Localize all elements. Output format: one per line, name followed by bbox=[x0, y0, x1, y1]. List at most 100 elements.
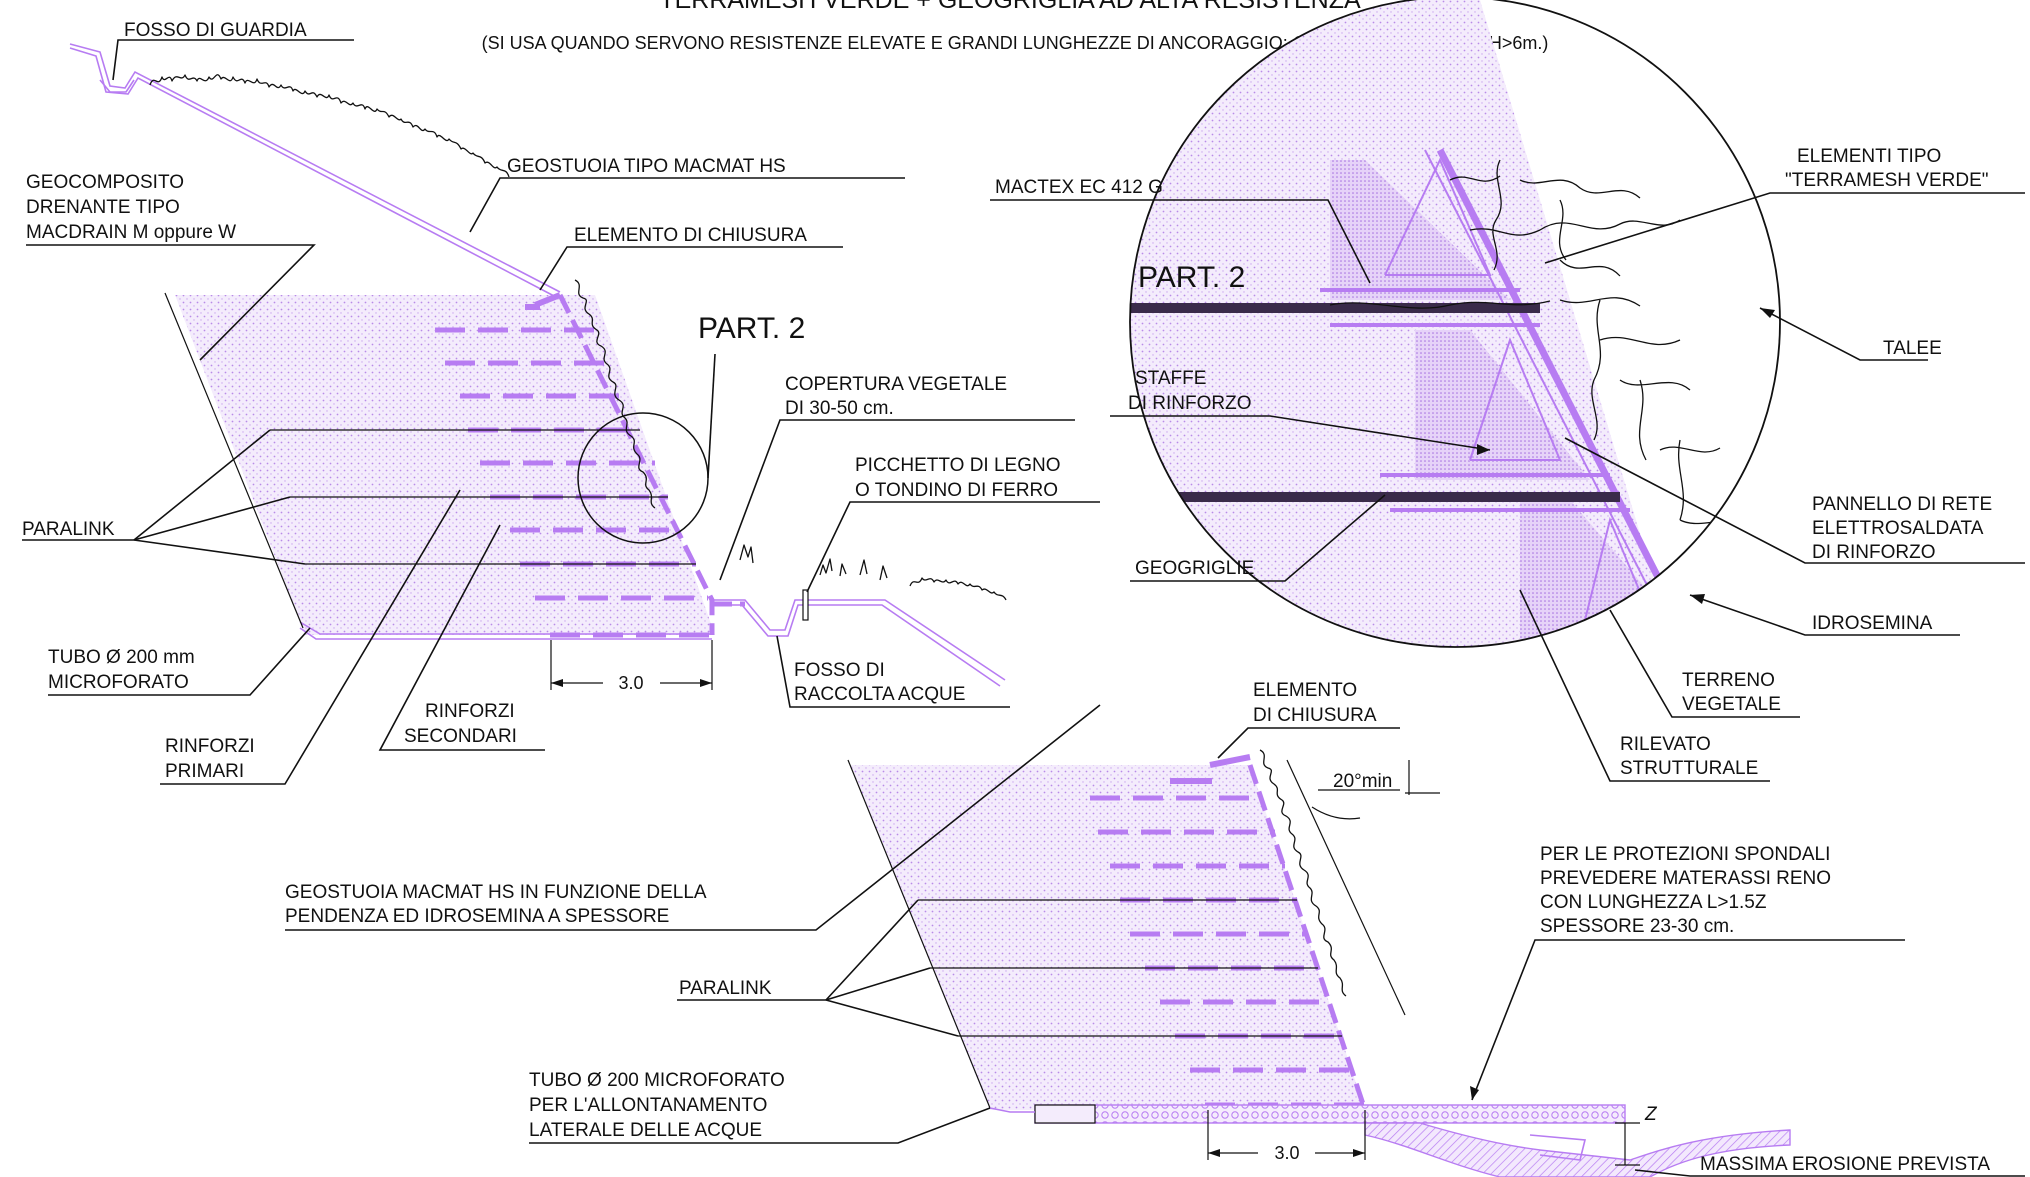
upper-toe-ground bbox=[712, 599, 1006, 681]
upper-top-slope bbox=[69, 43, 561, 293]
detail-circle-outline bbox=[1129, 0, 1781, 648]
label-tubo-upper-2: MICROFORATO bbox=[48, 672, 189, 693]
leader-rinforzi-secondari bbox=[378, 524, 545, 751]
label-geostuoia-lower-1: GEOSTUOIA MACMAT HS IN FUNZIONE DELLA bbox=[285, 882, 707, 903]
label-protezioni-2: PREVEDERE MATERASSI RENO bbox=[1540, 868, 1831, 889]
leader-terreno bbox=[1609, 609, 1800, 718]
upper-section: 3.0 FOSSO DI GUARDIA GEOSTUOIA TIPO MACM… bbox=[22, 20, 1100, 785]
label-protezioni-4: SPESSORE 23-30 cm. bbox=[1540, 916, 1734, 937]
upper-back-line bbox=[164, 292, 304, 629]
leader-picchetto bbox=[806, 501, 1100, 593]
detail-geogrid-bottom bbox=[1130, 492, 1620, 502]
label-copertura-2: DI 30-50 cm. bbox=[785, 398, 894, 419]
label-staffe-2: DI RINFORZO bbox=[1128, 393, 1252, 414]
part2-leader bbox=[707, 353, 716, 479]
leader-mactex bbox=[990, 199, 1371, 284]
label-angle: 20°min bbox=[1333, 771, 1392, 792]
label-protezioni-1: PER LE PROTEZIONI SPONDALI bbox=[1540, 844, 1830, 865]
label-geogriglie: GEOGRIGLIE bbox=[1135, 558, 1254, 579]
detail-stirrup-top bbox=[1384, 157, 1492, 276]
label-geocomposito-2: DRENANTE TIPO bbox=[26, 197, 180, 218]
label-terreno-1: TERRENO bbox=[1682, 670, 1775, 691]
leader-geocomposito bbox=[26, 244, 316, 361]
label-tubo-upper-1: TUBO Ø 200 mm bbox=[48, 647, 195, 668]
label-elementi-tipo-2: "TERRAMESH VERDE" bbox=[1785, 170, 1989, 191]
staffe-arrow bbox=[1477, 444, 1490, 455]
label-paralink-upper: PARALINK bbox=[22, 519, 115, 540]
label-pannello-2: ELETTROSALDATA bbox=[1812, 518, 1984, 539]
label-geostuoia-upper: GEOSTUOIA TIPO MACMAT HS bbox=[507, 156, 786, 177]
label-picchetto-2: O TONDINO DI FERRO bbox=[855, 480, 1058, 501]
leader-tubo-lower bbox=[529, 1107, 991, 1144]
detail-facing-inner bbox=[1424, 149, 1676, 641]
leader-fosso-raccolta bbox=[776, 635, 1010, 708]
leader-paralink-lower-a bbox=[825, 899, 919, 1001]
leader-pannello bbox=[1564, 437, 2025, 564]
detail-facing-mesh bbox=[1436, 148, 1694, 642]
label-talee: TALEE bbox=[1883, 338, 1942, 359]
label-elemento-chiusura-lower-1: ELEMENTO bbox=[1253, 680, 1357, 701]
label-terreno-2: VEGETALE bbox=[1682, 694, 1781, 715]
leader-talee bbox=[1759, 307, 1928, 361]
leader-geostuoia-lower bbox=[285, 704, 1101, 931]
lower-drain-composite bbox=[989, 1107, 1035, 1113]
fosso-guardia-channel bbox=[99, 79, 135, 93]
lower-section: 20°min 3.0 Z ELEMENTO DI CHIUSURA GEOSTU… bbox=[285, 680, 2025, 1177]
leader-erosione bbox=[1634, 1169, 2025, 1177]
leader-tubo-upper bbox=[48, 627, 311, 696]
leader-paralink-b bbox=[133, 496, 291, 541]
idrosemina-arrow bbox=[1690, 594, 1705, 604]
reno-mattress bbox=[1034, 1104, 1626, 1124]
lower-closing-element bbox=[1209, 754, 1251, 768]
leader-idrosemina bbox=[1689, 594, 1960, 636]
lower-dim-arrow-left bbox=[1208, 1149, 1220, 1157]
upper-drain-composite bbox=[299, 621, 712, 635]
leader-protezioni bbox=[1471, 939, 1905, 1101]
label-fosso-raccolta-2: RACCOLTA ACQUE bbox=[794, 684, 965, 705]
detail-unit-top bbox=[1330, 160, 1510, 300]
lower-facing-vegetation bbox=[1259, 749, 1347, 997]
leader-geostuoia-upper bbox=[469, 177, 905, 233]
toe-grass bbox=[739, 544, 754, 564]
leader-rilevato bbox=[1519, 589, 1770, 782]
talee-arrow bbox=[1760, 308, 1775, 318]
label-tubo-lower-1: TUBO Ø 200 MICROFORATO bbox=[529, 1070, 785, 1091]
label-erosione: MASSIMA EROSIONE PREVISTA bbox=[1700, 1154, 1990, 1175]
protezioni-arrow bbox=[1470, 1086, 1479, 1100]
label-part2-upper: PART. 2 bbox=[698, 312, 805, 345]
label-geocomposito-1: GEOCOMPOSITO bbox=[26, 172, 184, 193]
leader-staffe bbox=[1110, 415, 1491, 451]
detail-geogrid-top bbox=[1130, 303, 1540, 313]
leader-copertura bbox=[719, 419, 1075, 581]
label-elemento-chiusura: ELEMENTO DI CHIUSURA bbox=[574, 225, 807, 246]
label-rinforzi-primari-2: PRIMARI bbox=[165, 761, 244, 782]
lower-fill-body bbox=[850, 765, 1365, 1110]
leader-elementi-tipo bbox=[1544, 192, 2025, 264]
upper-facing-vegetation bbox=[574, 279, 656, 509]
upper-dim-arrow-right bbox=[700, 679, 712, 687]
erosion-block bbox=[1529, 1134, 1587, 1161]
leader-elemento-chiusura-lower bbox=[1217, 727, 1400, 759]
lower-dim-arrow-right bbox=[1353, 1149, 1365, 1157]
label-elementi-tipo-1: ELEMENTI TIPO bbox=[1797, 146, 1941, 167]
label-fosso-guardia: FOSSO DI GUARDIA bbox=[124, 20, 307, 41]
upper-slope-vegetation bbox=[149, 74, 510, 178]
leader-geogriglie bbox=[1130, 494, 1386, 582]
upper-dim-arrow-left bbox=[551, 679, 563, 687]
upper-drain-composite-inner bbox=[299, 627, 712, 640]
label-staffe-1: STAFFE bbox=[1135, 368, 1206, 389]
label-rinforzi-secondari-2: SECONDARI bbox=[404, 726, 517, 747]
toe-vegetation bbox=[819, 558, 1007, 601]
detail-part2: PART. 2 MACTEX EC 412 G ELEMENTI TIPO "T… bbox=[990, 0, 2025, 782]
river-erosion bbox=[1364, 1122, 1791, 1177]
label-tubo-lower-3: LATERALE DELLE ACQUE bbox=[529, 1120, 762, 1141]
upper-top-slope-inner bbox=[69, 47, 557, 298]
upper-dim-label: 3.0 bbox=[618, 673, 643, 693]
detail-stirrup-mid bbox=[1469, 337, 1562, 461]
label-pannello-3: DI RINFORZO bbox=[1812, 542, 1936, 563]
label-geostuoia-lower-2: PENDENZA ED IDROSEMINA A SPESSORE bbox=[285, 906, 669, 927]
leader-elemento-chiusura bbox=[539, 246, 843, 291]
detail-roots bbox=[1329, 159, 1751, 602]
label-pannello-1: PANNELLO DI RETE bbox=[1812, 494, 1992, 515]
lower-facing bbox=[1247, 764, 1368, 1111]
